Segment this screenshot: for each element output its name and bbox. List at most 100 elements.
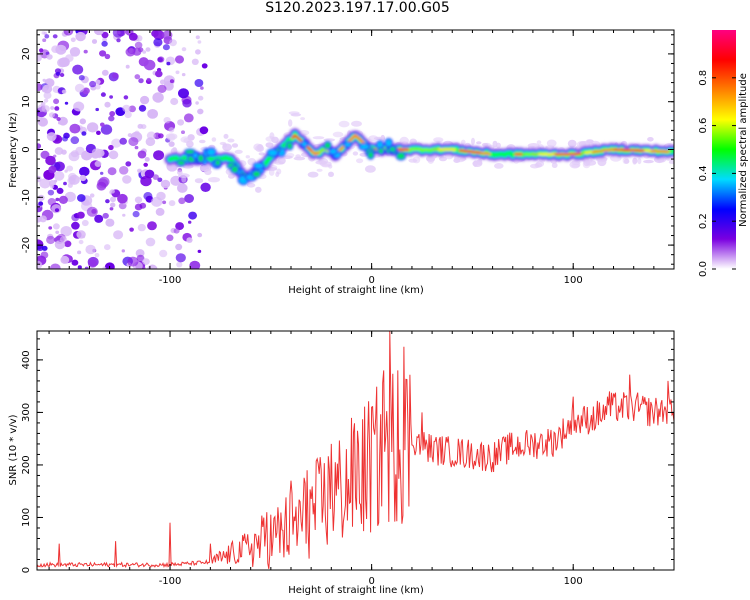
noise-blob <box>94 160 102 167</box>
noise-blob <box>104 244 111 251</box>
noise-blob <box>100 124 113 135</box>
noise-blob <box>110 196 116 203</box>
halo-blob <box>300 117 305 121</box>
halo-blob <box>567 139 577 148</box>
noise-blob <box>188 220 192 224</box>
noise-blob <box>145 137 156 147</box>
noise-blob <box>95 79 101 85</box>
noise-blob <box>129 227 134 232</box>
noise-blob <box>108 150 119 160</box>
noise-blob <box>178 197 186 205</box>
noise-blob <box>116 30 121 35</box>
noise-blob <box>176 261 183 268</box>
chart-title: S120.2023.197.17.00.G05 <box>265 0 450 16</box>
halo-blob <box>461 139 466 145</box>
noise-blob <box>79 166 90 177</box>
halo-blob <box>632 157 638 164</box>
halo-blob <box>622 157 630 164</box>
y-tick-label: 100 <box>21 508 32 527</box>
ridge-core-segment <box>650 149 670 153</box>
noise-blob <box>110 189 115 194</box>
y-tick-label: 400 <box>21 350 32 369</box>
ridge-blob <box>285 140 294 151</box>
noise-blob <box>191 58 199 65</box>
y-tick-label: 0 <box>21 146 32 152</box>
noise-blob <box>100 92 106 97</box>
noise-blob <box>137 123 144 129</box>
noise-blob <box>147 221 157 231</box>
noise-blob <box>77 194 86 202</box>
noise-blob <box>152 174 159 180</box>
noise-blob <box>101 31 109 39</box>
halo-blob <box>453 158 461 164</box>
noise-blob <box>175 253 186 263</box>
halo-blob <box>307 171 319 178</box>
noise-blob <box>91 39 98 44</box>
halo-blob <box>227 138 235 143</box>
noise-blob <box>124 111 132 119</box>
halo-blob <box>597 158 607 167</box>
noise-blob <box>195 101 199 105</box>
noise-blob <box>168 141 175 147</box>
noise-blob <box>55 71 61 76</box>
noise-blob <box>183 113 194 123</box>
noise-blob <box>116 38 121 43</box>
noise-blob <box>160 179 171 189</box>
halo-blob <box>471 137 475 145</box>
halo-blob <box>180 136 191 143</box>
ridge-blob <box>196 153 206 164</box>
noise-blob <box>89 80 97 88</box>
noise-blob <box>60 255 70 264</box>
noise-blob <box>181 73 186 77</box>
noise-blob <box>184 194 195 203</box>
noise-blob <box>136 254 145 262</box>
noise-blob <box>54 147 64 155</box>
noise-blob <box>138 78 144 84</box>
noise-blob <box>70 37 76 43</box>
ridge-blob <box>323 140 332 151</box>
halo-blob <box>328 171 334 177</box>
noise-blob <box>104 262 115 269</box>
noise-blob <box>177 183 188 193</box>
noise-blob <box>91 208 97 214</box>
snr-frame <box>36 330 675 571</box>
noise-blob <box>96 130 101 135</box>
halo-blob <box>356 158 364 164</box>
snr-y-axis: 0 100 200 300 400 <box>21 338 674 573</box>
spectrogram-x-axis: -100 0 100 <box>48 30 675 286</box>
noise-blob <box>186 237 193 243</box>
ridge-blob <box>251 169 262 179</box>
noise-blob <box>37 53 42 62</box>
noise-blob <box>81 235 86 239</box>
noise-blob <box>77 265 82 269</box>
spectrogram-noise-layer <box>37 30 674 269</box>
noise-blob <box>201 63 208 69</box>
noise-blob <box>173 228 180 234</box>
noise-blob <box>107 167 117 176</box>
noise-blob <box>175 70 180 75</box>
noise-blob <box>169 39 177 47</box>
noise-blob <box>153 38 163 47</box>
halo-blob <box>194 178 204 184</box>
halo-blob <box>476 159 483 166</box>
noise-blob <box>144 157 150 162</box>
halo-blob <box>332 131 344 138</box>
noise-blob <box>168 200 176 207</box>
noise-blob <box>50 263 61 269</box>
y-tick-label: 0 <box>21 567 32 573</box>
halo-blob <box>373 136 385 140</box>
colorbar-tick-label: 0.8 <box>698 70 709 86</box>
noise-blob <box>101 69 109 76</box>
halo-blob <box>293 156 306 161</box>
ridge-blob <box>388 145 397 153</box>
halo-blob <box>288 111 300 115</box>
noise-blob <box>108 144 114 151</box>
noise-blob <box>145 237 156 247</box>
noise-blob <box>111 138 122 148</box>
ridge-blob <box>328 147 339 156</box>
noise-blob <box>104 53 111 60</box>
noise-blob <box>49 184 55 189</box>
noise-blob <box>127 256 139 267</box>
halo-blob <box>585 139 593 144</box>
noise-blob <box>45 155 56 166</box>
